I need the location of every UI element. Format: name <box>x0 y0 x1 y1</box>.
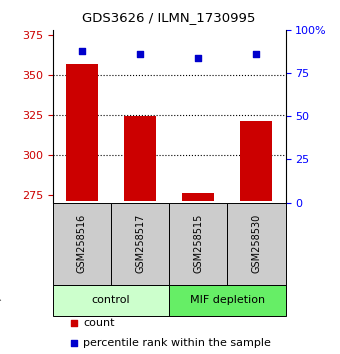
Bar <box>240 121 272 201</box>
Text: MIF depletion: MIF depletion <box>190 295 265 305</box>
Text: GSM258516: GSM258516 <box>77 214 87 273</box>
Bar <box>53 202 111 285</box>
Bar <box>53 285 169 315</box>
Text: count: count <box>83 318 115 328</box>
Point <box>195 55 201 61</box>
Bar <box>124 116 156 201</box>
Bar <box>111 202 169 285</box>
Point <box>71 340 76 346</box>
Text: protocol ▶: protocol ▶ <box>0 295 1 305</box>
Point <box>137 51 143 57</box>
Bar <box>227 202 286 285</box>
Text: percentile rank within the sample: percentile rank within the sample <box>83 338 271 348</box>
Text: GSM258515: GSM258515 <box>193 214 203 273</box>
Bar <box>169 285 286 315</box>
Point <box>79 48 85 53</box>
Text: GSM258530: GSM258530 <box>252 214 261 273</box>
Text: GDS3626 / ILMN_1730995: GDS3626 / ILMN_1730995 <box>82 11 255 24</box>
Bar <box>182 193 214 201</box>
Point <box>71 320 76 326</box>
Text: GSM258517: GSM258517 <box>135 214 145 273</box>
Point <box>254 51 259 57</box>
Bar <box>169 202 227 285</box>
Text: control: control <box>91 295 130 305</box>
Bar <box>66 64 98 201</box>
